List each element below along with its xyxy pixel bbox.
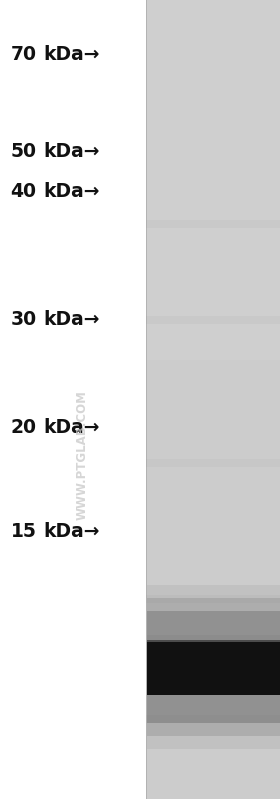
Bar [147, 635, 280, 642]
Text: kDa→: kDa→ [43, 522, 100, 541]
Bar [146, 316, 280, 324]
Text: kDa→: kDa→ [43, 310, 100, 329]
Bar [146, 715, 280, 723]
Bar [146, 595, 280, 603]
Bar [146, 459, 280, 467]
Bar [146, 0, 280, 360]
Text: 50: 50 [10, 142, 36, 161]
Text: kDa→: kDa→ [43, 142, 100, 161]
Bar [147, 598, 280, 736]
Text: WWW.PTGLAB.COM: WWW.PTGLAB.COM [76, 391, 89, 520]
Bar [147, 639, 280, 695]
Bar [146, 220, 280, 228]
Text: 20: 20 [10, 418, 36, 437]
Text: 15: 15 [11, 522, 36, 541]
Text: 40: 40 [10, 182, 36, 201]
Bar [146, 0, 147, 799]
Text: 30: 30 [10, 310, 36, 329]
Bar [146, 0, 280, 799]
Text: kDa→: kDa→ [43, 182, 100, 201]
Bar [147, 585, 280, 749]
Text: kDa→: kDa→ [43, 418, 100, 437]
Text: kDa→: kDa→ [43, 45, 100, 64]
Bar [147, 611, 280, 723]
Text: 70: 70 [10, 45, 36, 64]
